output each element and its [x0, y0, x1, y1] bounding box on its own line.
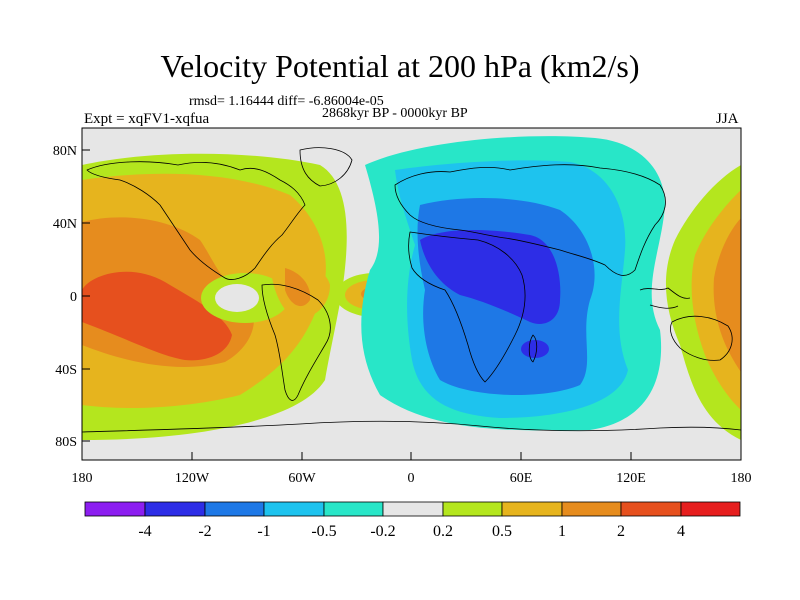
lon-label-120e: 120E: [616, 471, 646, 486]
coast-indonesia: [639, 287, 691, 309]
legend-box: [84, 501, 146, 517]
legend-box: [680, 501, 741, 517]
legend-box: [561, 501, 622, 517]
coast-antarctica: [82, 420, 741, 433]
coast-madagascar: [528, 334, 538, 363]
legend-label: 0.5: [492, 523, 512, 540]
coast-africa: [408, 231, 526, 383]
time-period: 2868kyr BP - 0000kyr BP: [322, 106, 468, 121]
africa-negative-2-south: [521, 340, 549, 358]
season-label: JJA: [716, 111, 739, 127]
lon-label-60e: 60E: [510, 471, 533, 486]
legend-box: [204, 501, 265, 517]
legend-label: -2: [198, 523, 211, 540]
lon-label-120w: 120W: [175, 471, 210, 486]
wpacific-positive-1: [713, 218, 741, 372]
coast-europe-asia: [394, 164, 666, 276]
rmsd-diff-stats: rmsd= 1.16444 diff= -6.86004e-05: [189, 94, 384, 109]
coast-australia: [670, 315, 733, 361]
map-title: Velocity Potential at 200 hPa (km2/s): [160, 48, 640, 84]
latitude-axis: 80N 40N 0 40S 80S: [53, 144, 90, 450]
legend-label: -0.5: [311, 523, 336, 540]
lon-label-180w: 180: [72, 471, 93, 486]
legend-label: 0.2: [433, 523, 453, 540]
atlantic-positive-1: [285, 268, 311, 307]
contour-field: [82, 128, 741, 460]
lon-label-180e: 180: [731, 471, 752, 486]
legend-label: -4: [138, 523, 151, 540]
legend-box: [442, 501, 503, 517]
lat-label-40n: 40N: [53, 217, 77, 232]
pacific-positive-2: [82, 271, 232, 361]
legend-label: 2: [617, 523, 625, 540]
legend-label: 1: [558, 523, 566, 540]
experiment-label: Expt = xqFV1-xqfua: [84, 111, 210, 127]
legend-box: [144, 501, 206, 517]
legend-box: [382, 501, 444, 517]
coast-greenland: [299, 147, 353, 187]
lon-label-0: 0: [408, 471, 415, 486]
color-legend: -4 -2 -1 -0.5 -0.2 0.2 0.5 1 2 4: [84, 501, 741, 540]
legend-box: [501, 501, 563, 517]
legend-label: -0.2: [370, 523, 395, 540]
pacific-neutral-core: [215, 284, 259, 312]
lat-label-40s: 40S: [55, 363, 77, 378]
legend-label: 4: [677, 523, 685, 540]
legend-box: [620, 501, 682, 517]
coast-south-america: [261, 283, 331, 401]
legend-box: [323, 501, 384, 517]
lon-label-60w: 60W: [288, 471, 316, 486]
longitude-axis: 180 120W 60W 0 60E 120E 180: [72, 452, 752, 486]
coastlines: [82, 147, 741, 433]
legend-label: -1: [257, 523, 270, 540]
lat-label-80n: 80N: [53, 144, 77, 159]
coast-north-america: [86, 161, 306, 280]
lat-label-80s: 80S: [55, 435, 77, 450]
lat-label-0: 0: [70, 290, 77, 305]
legend-box: [263, 501, 325, 517]
